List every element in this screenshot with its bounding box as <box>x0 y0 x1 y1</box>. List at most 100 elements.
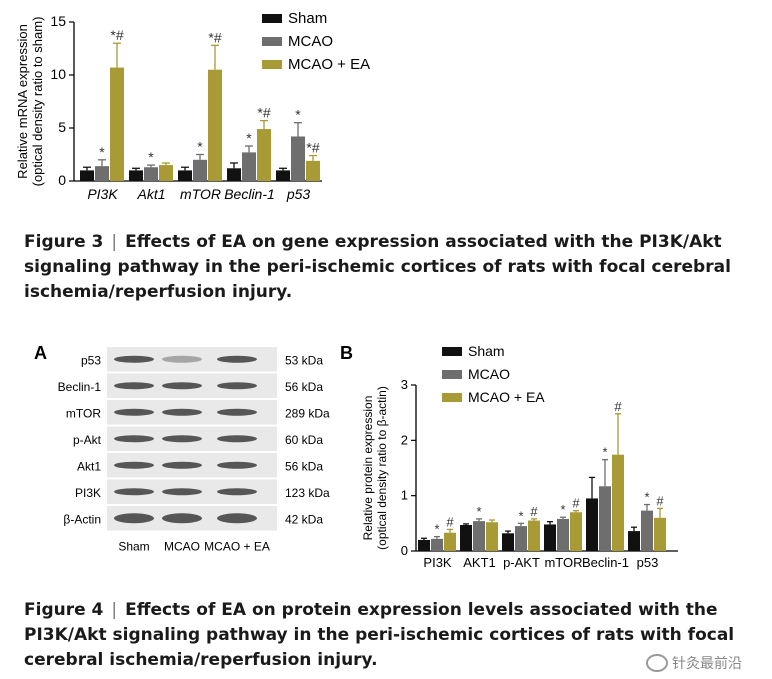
significance-mark: * <box>476 504 481 519</box>
bar <box>544 524 556 551</box>
figure4-caption: Figure 4 | Effects of EA on protein expres… <box>24 598 754 673</box>
bar <box>110 67 124 181</box>
panel-b-label: B <box>340 343 353 363</box>
blot-band <box>162 488 202 496</box>
blot-band <box>114 461 154 469</box>
bar <box>628 531 640 551</box>
blot-band <box>114 408 154 416</box>
bar <box>257 129 271 181</box>
legend-label: Sham <box>288 10 327 27</box>
blot-band <box>217 461 257 469</box>
panel-a-label: A <box>34 343 47 363</box>
blot-protein-label: β-Actin <box>63 512 101 526</box>
significance-mark: * <box>148 149 154 165</box>
watermark: 针灸最前沿 <box>646 653 742 673</box>
blot-protein-label: Beclin-1 <box>58 380 102 394</box>
y-tick-label: 0 <box>401 543 408 558</box>
figure3-mrna-chart: 0 5 10 15 Relative mRNA expression (optical d… <box>15 10 370 202</box>
blot-band <box>162 435 202 443</box>
blot-band <box>217 488 257 496</box>
bar <box>460 524 472 551</box>
blot-lane-label: MCAO <box>164 540 200 554</box>
x-category-label: Akt1 <box>136 186 165 202</box>
blot-band <box>114 513 154 524</box>
y-tick-label: 3 <box>401 377 408 392</box>
blot-protein-label: mTOR <box>66 406 101 420</box>
blot-kda-label: 42 kDa <box>285 512 323 526</box>
significance-mark: *# <box>306 140 319 156</box>
blot-kda-label: 60 kDa <box>285 433 323 447</box>
bar <box>654 517 666 551</box>
significance-mark: * <box>434 522 439 537</box>
figure3-caption-text: Effects of EA on gene expression associa… <box>24 232 731 302</box>
x-category-label: p53 <box>637 555 659 570</box>
figure4-protein-chart: B 0 1 2 3 Relative protein expression (optica… <box>340 343 678 570</box>
blot-lane-label: Sham <box>118 540 149 554</box>
blot-band <box>114 382 154 390</box>
bar <box>276 170 290 181</box>
legend-label: MCAO <box>468 366 510 382</box>
bar <box>129 170 143 181</box>
watermark-text: 针灸最前沿 <box>672 656 742 672</box>
y-axis-label: Relative protein expression <box>361 396 375 541</box>
significance-mark: # <box>614 399 622 414</box>
bar <box>418 539 430 551</box>
blot-band <box>217 513 257 524</box>
blot-protein-label: PI3K <box>75 486 101 500</box>
significance-mark: # <box>530 504 538 519</box>
blot-band <box>162 355 202 363</box>
legend-label: MCAO <box>288 33 333 50</box>
significance-mark: * <box>560 502 565 517</box>
significance-mark: *# <box>208 29 221 45</box>
blot-band <box>114 435 154 443</box>
bar <box>502 533 514 551</box>
y-axis-label: Relative mRNA expression <box>15 24 30 179</box>
x-category-label: p53 <box>286 186 311 202</box>
significance-mark: *# <box>257 105 270 121</box>
blot-protein-label: Akt1 <box>77 459 101 473</box>
bar <box>586 498 598 551</box>
x-category-label: PI3K <box>87 186 118 202</box>
x-category-label: Beclin-1 <box>224 186 275 202</box>
y-tick-label: 2 <box>401 432 408 447</box>
y-tick-label: 0 <box>58 172 66 188</box>
significance-mark: # <box>572 496 580 511</box>
blot-kda-label: 56 kDa <box>285 380 323 394</box>
blot-band <box>217 435 257 443</box>
significance-mark: # <box>656 493 664 508</box>
bar <box>80 170 94 181</box>
y-tick-label: 1 <box>401 488 408 503</box>
legend-swatch <box>262 14 282 23</box>
blot-band <box>217 382 257 390</box>
significance-mark: *# <box>110 27 123 43</box>
blot-lane-label: MCAO + EA <box>204 540 270 554</box>
bar <box>144 167 158 181</box>
bar <box>473 521 485 551</box>
legend-label: MCAO + EA <box>468 389 545 405</box>
legend-label: Sham <box>468 343 505 359</box>
bar <box>486 522 498 551</box>
blot-band <box>217 408 257 416</box>
bar <box>557 518 569 551</box>
significance-mark: * <box>644 490 649 505</box>
y-tick-label: 5 <box>58 119 66 135</box>
x-category-label: mTOR <box>544 555 582 570</box>
bar <box>515 526 527 551</box>
y-axis-label: (optical density ratio to β-actin) <box>375 386 389 550</box>
bar <box>95 166 109 181</box>
significance-mark: * <box>518 508 523 523</box>
x-category-label: PI3K <box>423 555 452 570</box>
legend-swatch <box>442 393 462 402</box>
legend-swatch <box>262 37 282 46</box>
blot-band <box>162 408 202 416</box>
wechat-icon <box>646 654 668 672</box>
figure3-caption-label: Figure 3 <box>24 232 104 252</box>
bar <box>431 538 443 551</box>
bar <box>306 160 320 181</box>
legend-swatch <box>442 347 462 356</box>
x-category-label: Beclin-1 <box>582 555 629 570</box>
blot-band <box>217 355 257 363</box>
bar <box>208 69 222 181</box>
y-axis-label: (optical density ratio to sham) <box>30 17 45 187</box>
bar <box>291 136 305 181</box>
